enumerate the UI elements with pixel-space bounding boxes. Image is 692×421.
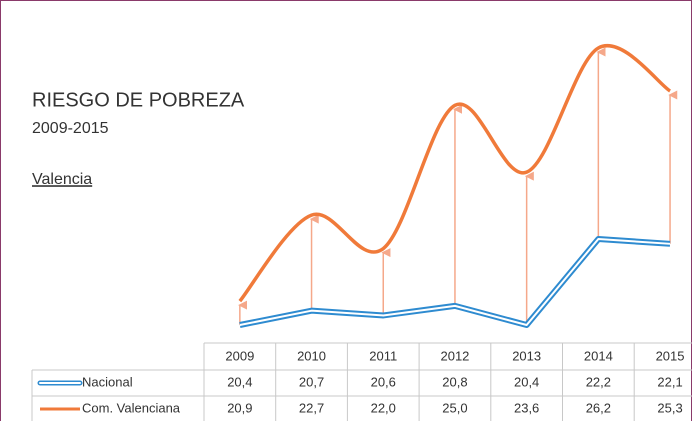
chart-title: RIESGO DE POBREZA xyxy=(32,89,245,111)
data-label: 20,7 xyxy=(299,374,324,389)
data-label: 25,0 xyxy=(442,400,467,415)
legend-label: Nacional xyxy=(82,374,133,389)
x-tick-label: 2009 xyxy=(225,348,254,363)
data-label: 20,9 xyxy=(227,400,252,415)
x-tick-label: 2010 xyxy=(297,348,326,363)
data-label: 25,3 xyxy=(657,400,682,415)
data-label: 26,2 xyxy=(586,400,611,415)
data-label: 23,6 xyxy=(514,400,539,415)
series-line xyxy=(238,44,672,303)
x-tick-label: 2015 xyxy=(656,348,685,363)
chart-subtitle: 2009-2015 xyxy=(32,120,109,137)
x-tick-label: 2014 xyxy=(584,348,613,363)
data-label: 22,1 xyxy=(657,374,682,389)
data-label: 20,8 xyxy=(442,374,467,389)
data-label: 20,6 xyxy=(371,374,396,389)
x-tick-label: 2011 xyxy=(369,348,397,363)
data-label: 22,0 xyxy=(371,400,396,415)
x-tick-label: 2013 xyxy=(512,348,541,363)
data-label: 22,2 xyxy=(586,374,611,389)
annotation: Valencia xyxy=(32,171,92,188)
x-tick-label: 2012 xyxy=(440,348,469,363)
data-label: 22,7 xyxy=(299,400,324,415)
legend-label: Com. Valenciana xyxy=(82,400,181,415)
data-label: 20,4 xyxy=(514,374,539,389)
data-label: 20,4 xyxy=(227,374,252,389)
series-line xyxy=(239,238,671,326)
